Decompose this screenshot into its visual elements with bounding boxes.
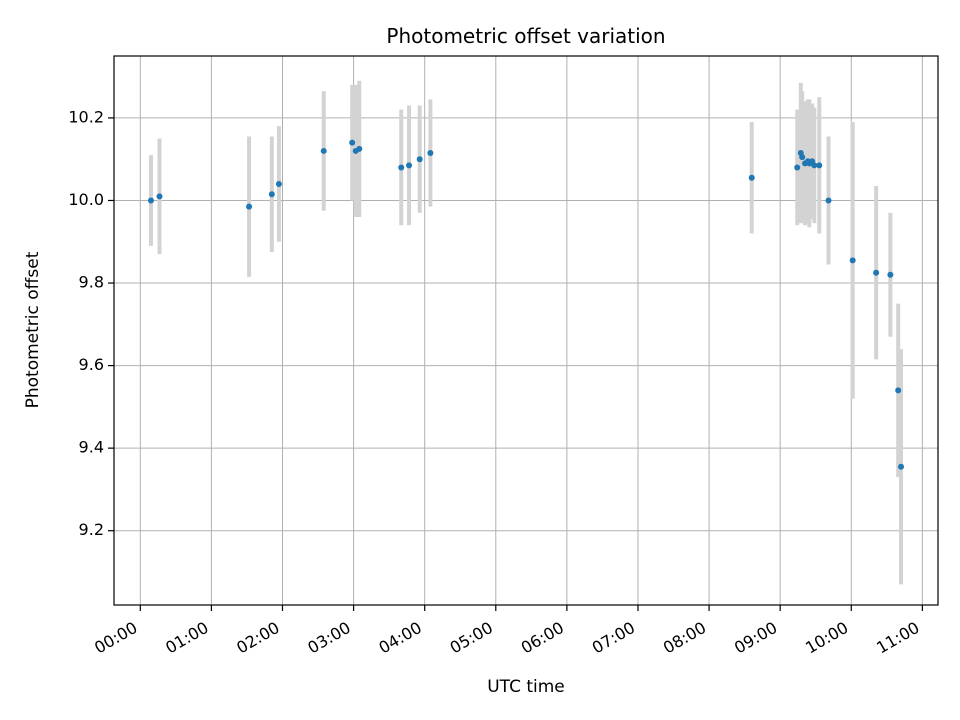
data-point: [398, 164, 405, 171]
data-point: [794, 164, 801, 171]
data-point: [811, 162, 818, 169]
data-point: [147, 197, 154, 204]
data-point: [825, 197, 832, 204]
data-point: [887, 271, 894, 278]
data-point: [320, 147, 327, 154]
y-tick-label: 9.6: [79, 355, 104, 374]
data-point: [156, 193, 163, 200]
data-point: [427, 150, 434, 157]
data-point: [246, 203, 253, 210]
y-axis-label: Photometric offset: [23, 251, 43, 408]
data-point: [799, 154, 806, 161]
y-tick-label: 10.0: [68, 190, 104, 209]
y-tick-label: 9.4: [79, 438, 104, 457]
x-axis-label: UTC time: [487, 677, 565, 697]
data-point: [748, 174, 755, 181]
y-tick-label: 9.2: [79, 520, 104, 539]
data-point: [898, 463, 905, 470]
data-point: [416, 156, 423, 163]
data-point: [816, 162, 823, 169]
y-tick-label: 9.8: [79, 273, 104, 292]
data-point: [268, 191, 275, 198]
y-axis-ticks: 9.2 9.4 9.6 9.8 10.0 10.2: [68, 107, 114, 539]
data-point: [849, 257, 856, 264]
data-point: [895, 387, 902, 394]
plot-frame: [113, 55, 939, 606]
data-point: [406, 162, 413, 169]
data-point: [873, 269, 880, 276]
data-point: [349, 139, 356, 146]
data-point: [275, 180, 282, 187]
data-points: [147, 139, 905, 470]
data-point: [356, 145, 363, 152]
chart-title: Photometric offset variation: [386, 24, 665, 48]
y-tick-label: 10.2: [68, 107, 104, 126]
